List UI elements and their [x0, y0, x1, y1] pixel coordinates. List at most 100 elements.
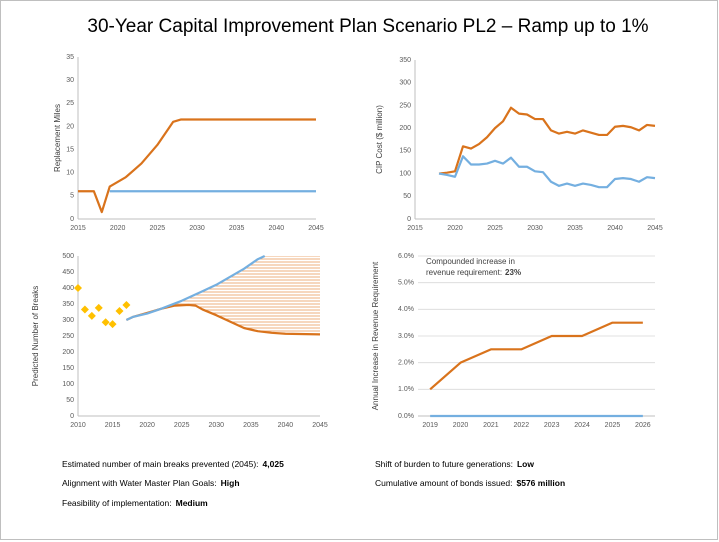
- x-tick-label: 2030: [189, 225, 205, 232]
- stat-value: Low: [517, 459, 534, 469]
- stat-value: 4,025: [263, 459, 285, 469]
- stat-label: Alignment with Water Master Plan Goals:: [62, 478, 217, 488]
- y-tick-label: 5: [70, 193, 74, 200]
- series-line: [78, 118, 316, 214]
- y-tick-label: 2.0%: [398, 360, 414, 367]
- stat-label: Cumulative amount of bonds issued:: [375, 478, 513, 488]
- stat-label: Estimated number of main breaks prevente…: [62, 459, 259, 469]
- y-tick-label: 0: [70, 216, 74, 223]
- y-tick-label: 1.0%: [398, 386, 414, 393]
- x-tick-label: 2015: [105, 422, 121, 429]
- slide-title: 30-Year Capital Improvement Plan Scenari…: [87, 16, 648, 37]
- y-tick-label: 500: [62, 253, 74, 260]
- y-tick-label: 450: [62, 269, 74, 276]
- x-tick-label: 2030: [208, 422, 224, 429]
- series-line: [125, 255, 266, 321]
- y-tick-label: 25: [66, 100, 74, 107]
- x-tick-label: 2025: [605, 422, 621, 429]
- x-tick-label: 2025: [487, 225, 503, 232]
- stat: Cumulative amount of bonds issued: $576 m…: [375, 478, 565, 488]
- stat-value: $576 million: [517, 478, 566, 488]
- x-tick-label: 2040: [269, 225, 285, 232]
- y-tick-label: 350: [399, 57, 411, 64]
- scatter-point: [115, 307, 124, 316]
- scatter-point: [80, 305, 89, 314]
- y-tick-label: 35: [66, 54, 74, 61]
- hatched-area: [126, 256, 321, 335]
- annotation: Compounded increase in: [426, 257, 515, 266]
- x-tick-label: 2021: [483, 422, 499, 429]
- x-tick-label: 2045: [647, 225, 663, 232]
- x-tick-label: 2045: [312, 422, 328, 429]
- stat-label: Feasibility of implementation:: [62, 498, 172, 508]
- y-tick-label: 0.0%: [398, 413, 414, 420]
- scatter-point: [94, 303, 103, 312]
- y-tick-label: 0: [70, 413, 74, 420]
- annotation: revenue requirement: 23%: [426, 268, 521, 277]
- x-tick-label: 2020: [453, 422, 469, 429]
- annotation-text: revenue requirement:: [426, 268, 502, 277]
- series-line: [438, 155, 656, 189]
- y-tick-label: 100: [62, 381, 74, 388]
- y-axis-label: CIP Cost ($ million): [375, 105, 384, 174]
- y-tick-label: 3.0%: [398, 333, 414, 340]
- y-tick-label: 6.0%: [398, 253, 414, 260]
- stat-value: Medium: [176, 498, 209, 508]
- y-tick-label: 30: [66, 77, 74, 84]
- y-tick-label: 5.0%: [398, 280, 414, 287]
- y-axis-label: Predicted Number of Breaks: [31, 286, 40, 387]
- y-tick-label: 300: [62, 317, 74, 324]
- scatter-point: [87, 311, 96, 320]
- y-tick-label: 150: [62, 365, 74, 372]
- y-tick-label: 250: [399, 102, 411, 109]
- x-tick-label: 2035: [229, 225, 245, 232]
- stat-label: Shift of burden to future generations:: [375, 459, 513, 469]
- stat: Shift of burden to future generations: Lo…: [375, 459, 534, 469]
- y-axis-label: Replacement Miles: [53, 104, 62, 172]
- series-line: [438, 106, 656, 175]
- scatter-point: [122, 300, 131, 309]
- x-tick-label: 2019: [422, 422, 438, 429]
- y-tick-label: 50: [66, 397, 74, 404]
- x-tick-label: 2020: [447, 225, 463, 232]
- x-tick-label: 2035: [243, 422, 259, 429]
- x-tick-label: 2023: [544, 422, 560, 429]
- x-tick-label: 2035: [567, 225, 583, 232]
- x-tick-label: 2022: [514, 422, 530, 429]
- scatter-point: [108, 320, 117, 329]
- y-tick-label: 400: [62, 285, 74, 292]
- y-tick-label: 300: [399, 80, 411, 87]
- x-tick-label: 2025: [174, 422, 190, 429]
- y-tick-label: 4.0%: [398, 306, 414, 313]
- x-tick-label: 2030: [527, 225, 543, 232]
- y-tick-label: 200: [62, 349, 74, 356]
- y-tick-label: 100: [399, 170, 411, 177]
- y-tick-label: 10: [66, 170, 74, 177]
- x-tick-label: 2020: [139, 422, 155, 429]
- x-tick-label: 2010: [70, 422, 86, 429]
- stat: Estimated number of main breaks prevente…: [62, 459, 284, 469]
- x-tick-label: 2045: [308, 225, 324, 232]
- stat: Alignment with Water Master Plan Goals: H…: [62, 478, 240, 488]
- series-line: [429, 321, 643, 391]
- x-tick-label: 2040: [278, 422, 294, 429]
- x-tick-label: 2026: [635, 422, 651, 429]
- y-tick-label: 200: [399, 125, 411, 132]
- y-tick-label: 50: [403, 193, 411, 200]
- y-tick-label: 20: [66, 123, 74, 130]
- y-tick-label: 150: [399, 148, 411, 155]
- stat: Feasibility of implementation: Medium: [62, 498, 208, 508]
- y-tick-label: 350: [62, 301, 74, 308]
- stat-value: High: [221, 478, 240, 488]
- scatter-point: [74, 284, 82, 292]
- y-tick-label: 15: [66, 146, 74, 153]
- x-tick-label: 2025: [150, 225, 166, 232]
- x-tick-label: 2024: [574, 422, 590, 429]
- x-tick-label: 2020: [110, 225, 126, 232]
- x-tick-label: 2015: [70, 225, 86, 232]
- y-axis-label: Annual Increase in Revenue Requirement: [371, 261, 380, 410]
- scatter-point: [101, 318, 110, 327]
- x-tick-label: 2015: [407, 225, 423, 232]
